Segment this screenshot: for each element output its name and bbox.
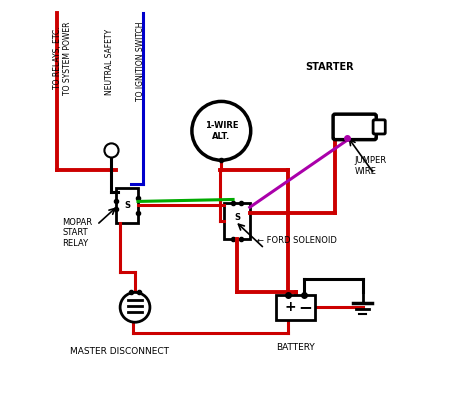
Text: 1-WIRE
ALT.: 1-WIRE ALT. — [205, 121, 238, 141]
Circle shape — [120, 292, 150, 322]
FancyBboxPatch shape — [333, 114, 376, 140]
Text: NEUTRAL SAFETY: NEUTRAL SAFETY — [105, 29, 114, 95]
Text: TO IGNITION SWITCH: TO IGNITION SWITCH — [137, 21, 146, 100]
FancyBboxPatch shape — [373, 120, 385, 134]
Text: MASTER DISCONNECT: MASTER DISCONNECT — [70, 346, 169, 356]
Text: S: S — [234, 213, 240, 222]
FancyBboxPatch shape — [224, 203, 250, 239]
Text: STARTER: STARTER — [305, 62, 354, 72]
Text: TO RELAYS, ETC.
TO SYSTEM POWER: TO RELAYS, ETC. TO SYSTEM POWER — [53, 21, 72, 94]
Circle shape — [104, 143, 118, 158]
FancyBboxPatch shape — [117, 188, 138, 223]
Text: S: S — [124, 201, 130, 210]
Text: BATTERY: BATTERY — [276, 342, 315, 352]
Text: MOPAR
START
RELAY: MOPAR START RELAY — [63, 218, 92, 248]
Text: +: + — [284, 300, 296, 314]
Bar — [276, 295, 315, 320]
Circle shape — [192, 102, 251, 160]
Text: JUMPER
WIRE: JUMPER WIRE — [355, 156, 387, 176]
Text: ← FORD SOLENOID: ← FORD SOLENOID — [256, 236, 337, 245]
Text: −: − — [299, 298, 312, 316]
